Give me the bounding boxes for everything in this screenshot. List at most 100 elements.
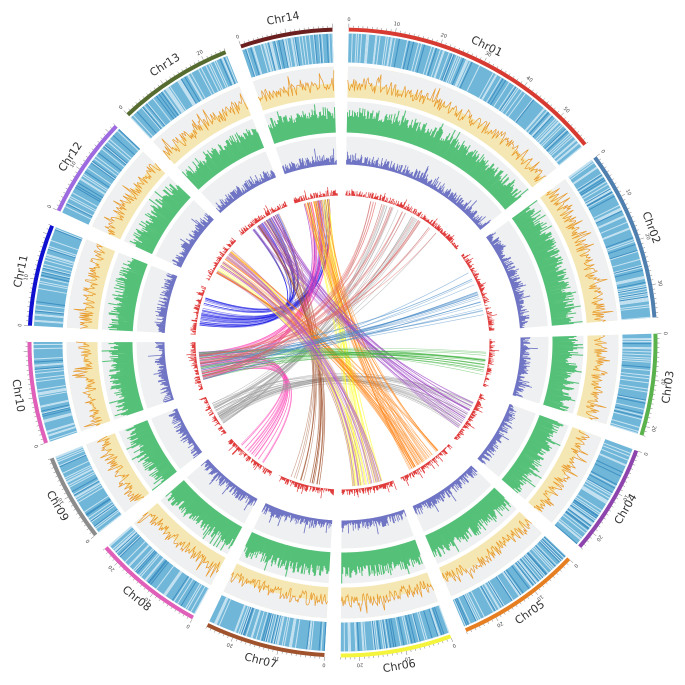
heatmap-stripe (605, 237, 634, 248)
heatmap-stripe (271, 41, 279, 71)
heatmap-stripe (590, 470, 618, 486)
line-track (73, 243, 106, 329)
heatmap-stripe (590, 472, 617, 487)
heatmap-stripe (34, 367, 64, 371)
tick-mark (432, 38, 433, 41)
heatmap-stripe (142, 106, 162, 130)
heatmap-stripe (562, 515, 586, 534)
heatmap-stripe (41, 270, 71, 279)
heatmap-stripe (87, 501, 113, 519)
tick-mark (209, 628, 212, 631)
tick-mark (143, 587, 146, 590)
chromosome-label: Chr03 (659, 370, 676, 405)
green-histogram-track (543, 335, 584, 412)
ideogram-band (104, 546, 194, 620)
chromosome-chr03 (482, 333, 652, 434)
heatmap-stripe (214, 597, 228, 625)
tick-mark (252, 38, 254, 41)
heatmap-stripe (619, 297, 649, 303)
heatmap-stripe (499, 86, 517, 112)
heatmap-stripe (283, 617, 291, 647)
heatmap-stripe (613, 265, 643, 274)
tick-mark (491, 619, 494, 622)
tick-label: 10 (404, 655, 411, 662)
heatmap-stripe (155, 95, 175, 120)
heatmap-stripe (208, 63, 222, 91)
heatmap-stripe (607, 243, 636, 255)
tick-mark (618, 493, 623, 497)
tick-mark (612, 178, 614, 180)
heatmap-stripe (457, 60, 471, 88)
heatmap-stripe (581, 181, 607, 198)
heatmap-stripe (574, 498, 600, 516)
heatmap-stripe (190, 586, 206, 612)
heatmap-stripe (250, 47, 260, 76)
heatmap-stripe (179, 79, 196, 105)
tick-mark (549, 579, 552, 582)
heatmap-stripe (548, 133, 571, 154)
heatmap-stripe (397, 616, 405, 646)
purple-histogram-track (172, 212, 214, 268)
heatmap-stripe (504, 570, 522, 595)
heatmap-stripe (620, 378, 649, 384)
synteny-link (219, 206, 391, 419)
tick-mark (248, 39, 250, 42)
red-histogram-track (227, 438, 273, 476)
heatmap-stripe (179, 79, 196, 105)
heatmap-stripe (567, 508, 592, 527)
green-histogram-track (501, 414, 564, 494)
heatmap-stripe (502, 571, 521, 596)
tick-mark (129, 575, 131, 578)
chromosome-chr13 (130, 55, 288, 236)
heatmap-stripe (459, 61, 473, 89)
heatmap-stripe (165, 88, 184, 113)
heatmap-stripe (222, 57, 235, 85)
tick-mark (587, 540, 589, 543)
heatmap-stripe (569, 162, 595, 180)
tick-mark (570, 124, 573, 126)
heatmap-stripe (173, 576, 191, 602)
synteny-link (273, 216, 472, 407)
heatmap-stripe (250, 609, 261, 638)
heatmap-stripe (45, 256, 74, 266)
tick-mark (166, 604, 169, 607)
tick-label: 0 (599, 149, 606, 155)
heatmap-stripe (95, 155, 120, 175)
tick-mark (80, 163, 83, 166)
heatmap-stripe (177, 579, 194, 605)
tick-mark (106, 552, 108, 554)
heatmap-stripe (411, 613, 420, 642)
heatmap-stripe (265, 613, 274, 643)
tick-label: 30 (484, 51, 492, 59)
heatmap-stripe (281, 617, 289, 646)
heatmap-stripe (438, 605, 450, 633)
heatmap-stripe (318, 34, 322, 64)
heatmap-stripe (525, 108, 546, 132)
synteny-link (200, 297, 480, 368)
chromosome-chr05 (400, 444, 566, 627)
heatmap-stripe (616, 277, 645, 285)
tick-mark (40, 443, 45, 446)
synteny-link (199, 201, 374, 357)
tick-mark (109, 555, 111, 558)
tick-mark (85, 155, 88, 158)
tick-mark (449, 44, 451, 47)
tick-mark (49, 463, 52, 465)
synteny-link (231, 250, 380, 482)
tick-mark (436, 39, 438, 42)
chromosome-label: Chr02 (639, 210, 663, 246)
heatmap-stripe (310, 620, 315, 650)
heatmap-stripe (35, 310, 65, 315)
heatmap-stripe (290, 618, 297, 648)
tick-mark (254, 645, 256, 648)
synteny-link (217, 271, 353, 487)
heatmap-stripe (486, 77, 502, 103)
tick-mark (495, 617, 499, 622)
red-histogram-track (345, 189, 459, 250)
heatmap-stripe (47, 427, 76, 437)
heatmap-stripe (69, 473, 96, 488)
heatmap-stripe (118, 128, 141, 150)
tick-mark (40, 438, 43, 440)
heatmap-stripe (540, 124, 562, 146)
heatmap-stripe (33, 357, 63, 360)
